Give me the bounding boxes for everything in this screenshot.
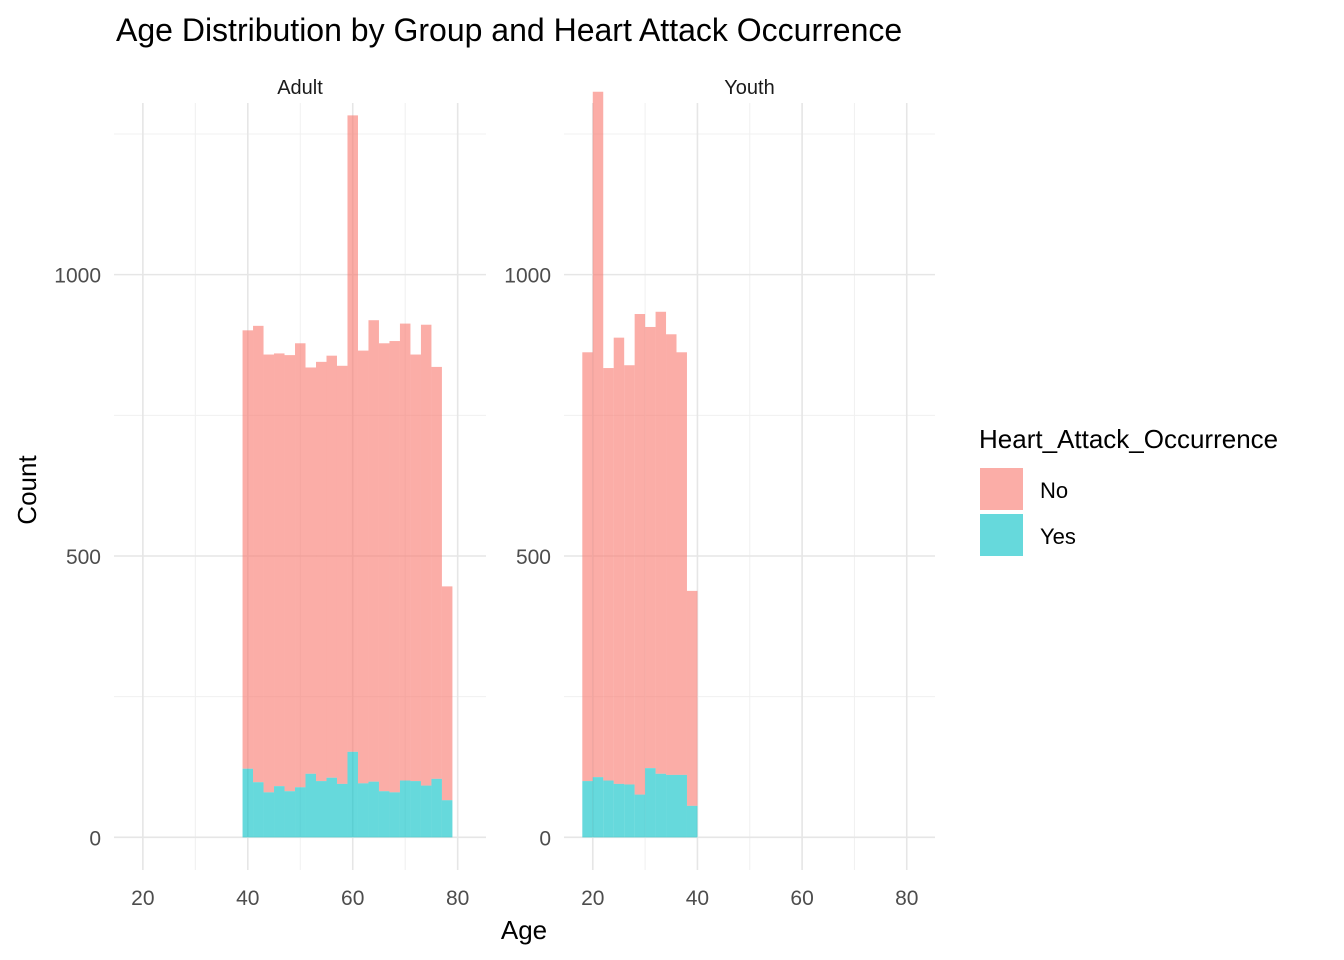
bar-yes [399, 780, 411, 838]
y-tick-label: 500 [516, 546, 551, 569]
bar-yes [274, 786, 285, 838]
bar-no [686, 590, 698, 806]
x-tick-label: 40 [236, 887, 259, 910]
bar-no [420, 324, 432, 786]
bar-yes [378, 791, 390, 838]
bar-no [274, 353, 285, 787]
x-tick-label: 60 [790, 887, 813, 910]
facet-adult: Adult 20 40 60 80 0 500 1000 [54, 77, 486, 910]
y-tick-label: 500 [66, 546, 101, 569]
bar-no [295, 343, 306, 788]
x-tick-label: 60 [341, 887, 364, 910]
facet-youth: Youth 20 40 60 80 0 500 1000 [504, 77, 935, 910]
bar-yes [305, 773, 317, 838]
bar-yes [389, 792, 400, 838]
bar-no [603, 368, 614, 781]
bar-no [368, 320, 379, 782]
bar-yes [368, 781, 379, 838]
bar-no [357, 350, 369, 784]
bar-no [592, 91, 604, 778]
bar-no [613, 337, 625, 784]
bar-yes [357, 783, 369, 838]
bar-yes [431, 778, 442, 838]
bars-youth [582, 91, 698, 838]
bar-yes [284, 791, 296, 838]
chart-title: Age Distribution by Group and Heart Atta… [116, 12, 902, 48]
bar-yes [676, 774, 687, 838]
bar-no [645, 326, 656, 769]
bar-no [389, 341, 400, 793]
bar-yes [613, 783, 625, 838]
bar-no [441, 586, 453, 801]
bar-yes [592, 777, 604, 838]
facets-layer: Adult 20 40 60 80 0 500 1000 Youth 20 40 60 80 0 500 10… [54, 77, 935, 910]
x-axis-label: Age [501, 915, 547, 945]
facet-strip-label: Adult [277, 77, 323, 99]
bar-yes [624, 784, 635, 838]
bar-no [326, 355, 337, 778]
legend-label-no: No [1040, 478, 1068, 503]
x-tick-label: 40 [686, 887, 709, 910]
y-axis-label: Count [12, 455, 42, 525]
bar-yes [326, 777, 337, 838]
facet-strip-label: Youth [724, 77, 774, 99]
bar-yes [295, 787, 306, 838]
x-tick-label: 20 [131, 887, 154, 910]
bar-no [399, 323, 411, 781]
bar-no [242, 330, 254, 769]
bar-yes [336, 783, 348, 838]
bar-no [410, 354, 421, 782]
bar-yes [582, 781, 593, 838]
bar-yes [603, 780, 614, 838]
bar-no [676, 352, 687, 775]
bar-yes [666, 774, 677, 838]
bar-no [305, 367, 317, 774]
bar-no [316, 361, 327, 782]
y-tick-label: 0 [89, 827, 101, 850]
bar-no [431, 366, 442, 779]
bar-yes [441, 800, 453, 838]
x-tick-label: 20 [581, 887, 604, 910]
legend-title: Heart_Attack_Occurrence [979, 424, 1278, 454]
bar-no [336, 365, 348, 784]
y-tick-label: 1000 [504, 265, 551, 288]
bar-no [582, 352, 593, 782]
bar-yes [316, 781, 327, 838]
bar-yes [655, 773, 667, 838]
bar-yes [645, 768, 656, 838]
bar-no [284, 355, 296, 792]
bar-yes [420, 785, 432, 838]
bar-yes [263, 792, 275, 838]
bar-yes [410, 781, 421, 838]
bar-no [655, 311, 667, 774]
bar-yes [686, 805, 698, 838]
legend-swatch-yes [980, 514, 1023, 556]
bar-no [378, 343, 390, 792]
bars-adult [242, 115, 453, 838]
bar-no [624, 365, 635, 785]
bar-no [347, 115, 358, 752]
bar-yes [634, 794, 646, 838]
legend-swatch-no [980, 468, 1023, 510]
bar-no [666, 334, 677, 775]
y-tick-label: 1000 [54, 265, 101, 288]
bar-yes [347, 751, 358, 838]
legend: Heart_Attack_Occurrence No Yes [979, 424, 1278, 556]
bar-no [263, 354, 275, 793]
bar-yes [242, 768, 254, 838]
bar-no [634, 314, 646, 795]
x-tick-label: 80 [895, 887, 918, 910]
bar-no [253, 325, 264, 783]
bar-yes [253, 782, 264, 838]
y-tick-label: 0 [539, 827, 551, 850]
legend-label-yes: Yes [1040, 524, 1076, 549]
x-tick-label: 80 [446, 887, 469, 910]
